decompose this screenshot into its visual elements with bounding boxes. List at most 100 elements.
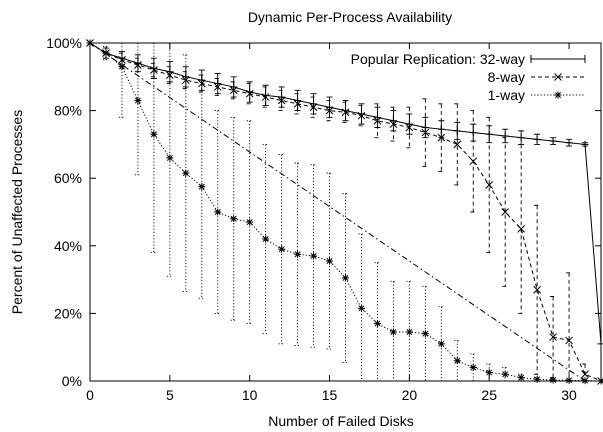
marker-x (118, 56, 126, 64)
marker-plus (469, 129, 477, 137)
plot-frame (89, 42, 602, 382)
marker-x (181, 76, 190, 85)
marker-x (277, 96, 286, 105)
marker-x (549, 333, 557, 341)
marker-x (405, 123, 414, 132)
marker-x (485, 181, 494, 189)
legend: Popular Replication: 32-way 8-way 1-way (351, 51, 586, 103)
error-bar (486, 116, 493, 254)
marker-plus (549, 137, 557, 145)
marker-star (437, 340, 445, 348)
x-tick-label: 20 (402, 387, 418, 403)
error-bar (214, 110, 221, 314)
marker-plus (485, 130, 493, 138)
marker-plus (517, 134, 525, 142)
marker-star (310, 252, 318, 260)
marker-x (134, 61, 142, 69)
x-tick-label: 30 (561, 387, 577, 403)
marker-star (278, 245, 286, 253)
marker-x (213, 83, 222, 91)
marker-plus (262, 91, 270, 99)
marker-x (229, 86, 238, 95)
marker-star (134, 96, 142, 104)
marker-star (549, 376, 557, 384)
marker-plus (453, 127, 461, 135)
marker-plus (533, 135, 541, 143)
marker-star (485, 369, 493, 377)
marker-star (501, 370, 509, 378)
marker-x (341, 108, 350, 117)
error-bar (326, 172, 333, 350)
marker-star (182, 169, 190, 177)
y-tick-label: 60% (54, 170, 82, 186)
marker-plus (405, 120, 413, 128)
marker-star (533, 375, 541, 383)
marker-x (261, 93, 270, 101)
error-bar (310, 164, 317, 348)
marker-star (198, 183, 206, 191)
y-axis-label: Percent of Unaffected Processes (9, 110, 25, 314)
marker-plus (421, 124, 429, 131)
marker-plus (389, 117, 397, 125)
marker-x (554, 73, 562, 81)
marker-x (293, 99, 302, 108)
marker-x (325, 106, 334, 115)
y-tick-labels: 0% 20% 40% 60% 80% 100% (46, 35, 82, 389)
legend-label: 8-way (488, 69, 525, 85)
series-markers (86, 39, 603, 385)
marker-star (214, 208, 222, 216)
marker-star (389, 328, 397, 336)
legend-endcap (530, 55, 586, 63)
marker-star (565, 376, 573, 384)
marker-plus (501, 132, 509, 140)
marker-plus (373, 113, 381, 121)
y-tick-label: 80% (54, 103, 82, 119)
error-bar (294, 162, 301, 346)
series-line (89, 42, 602, 382)
marker-x (150, 66, 158, 74)
series-line (89, 42, 586, 382)
marker-plus (294, 96, 302, 104)
marker-star (554, 91, 562, 99)
marker-x (197, 79, 206, 88)
marker-star (294, 250, 302, 258)
x-axis-label: Number of Failed Disks (268, 413, 414, 429)
marker-star (262, 235, 270, 243)
marker-x (517, 225, 526, 233)
marker-star (150, 130, 158, 138)
error-bar (438, 103, 445, 172)
chart-title: Dynamic Per-Process Availability (248, 9, 452, 25)
marker-plus (437, 125, 445, 133)
x-tick-label: 5 (166, 387, 174, 403)
x-tick-label: 25 (481, 387, 497, 403)
marker-star (405, 328, 413, 336)
error-bar (198, 74, 205, 299)
marker-plus (230, 83, 238, 91)
marker-star (357, 304, 365, 312)
marker-star (230, 215, 238, 223)
error-bar (182, 54, 189, 292)
error-bar (278, 154, 285, 345)
marker-star (469, 363, 477, 371)
x-tick-label: 10 (242, 387, 258, 403)
marker-x (309, 103, 318, 112)
error-bar (422, 98, 429, 167)
marker-plus (214, 80, 222, 88)
marker-x (453, 140, 462, 149)
marker-x (421, 128, 430, 137)
marker-x (501, 208, 510, 216)
y-tick-label: 0% (62, 373, 82, 389)
marker-star (166, 154, 174, 162)
marker-plus (134, 59, 142, 67)
error-bar (406, 106, 413, 149)
y-tick-label: 40% (54, 238, 82, 254)
marker-star (326, 257, 334, 265)
error-bar (230, 116, 237, 321)
y-tick-label: 20% (54, 305, 82, 321)
error-bar (566, 272, 573, 382)
marker-x (565, 336, 573, 345)
marker-plus (166, 68, 174, 76)
marker-star (517, 374, 525, 382)
y-tick-label: 100% (46, 35, 82, 51)
marker-star (118, 63, 126, 71)
